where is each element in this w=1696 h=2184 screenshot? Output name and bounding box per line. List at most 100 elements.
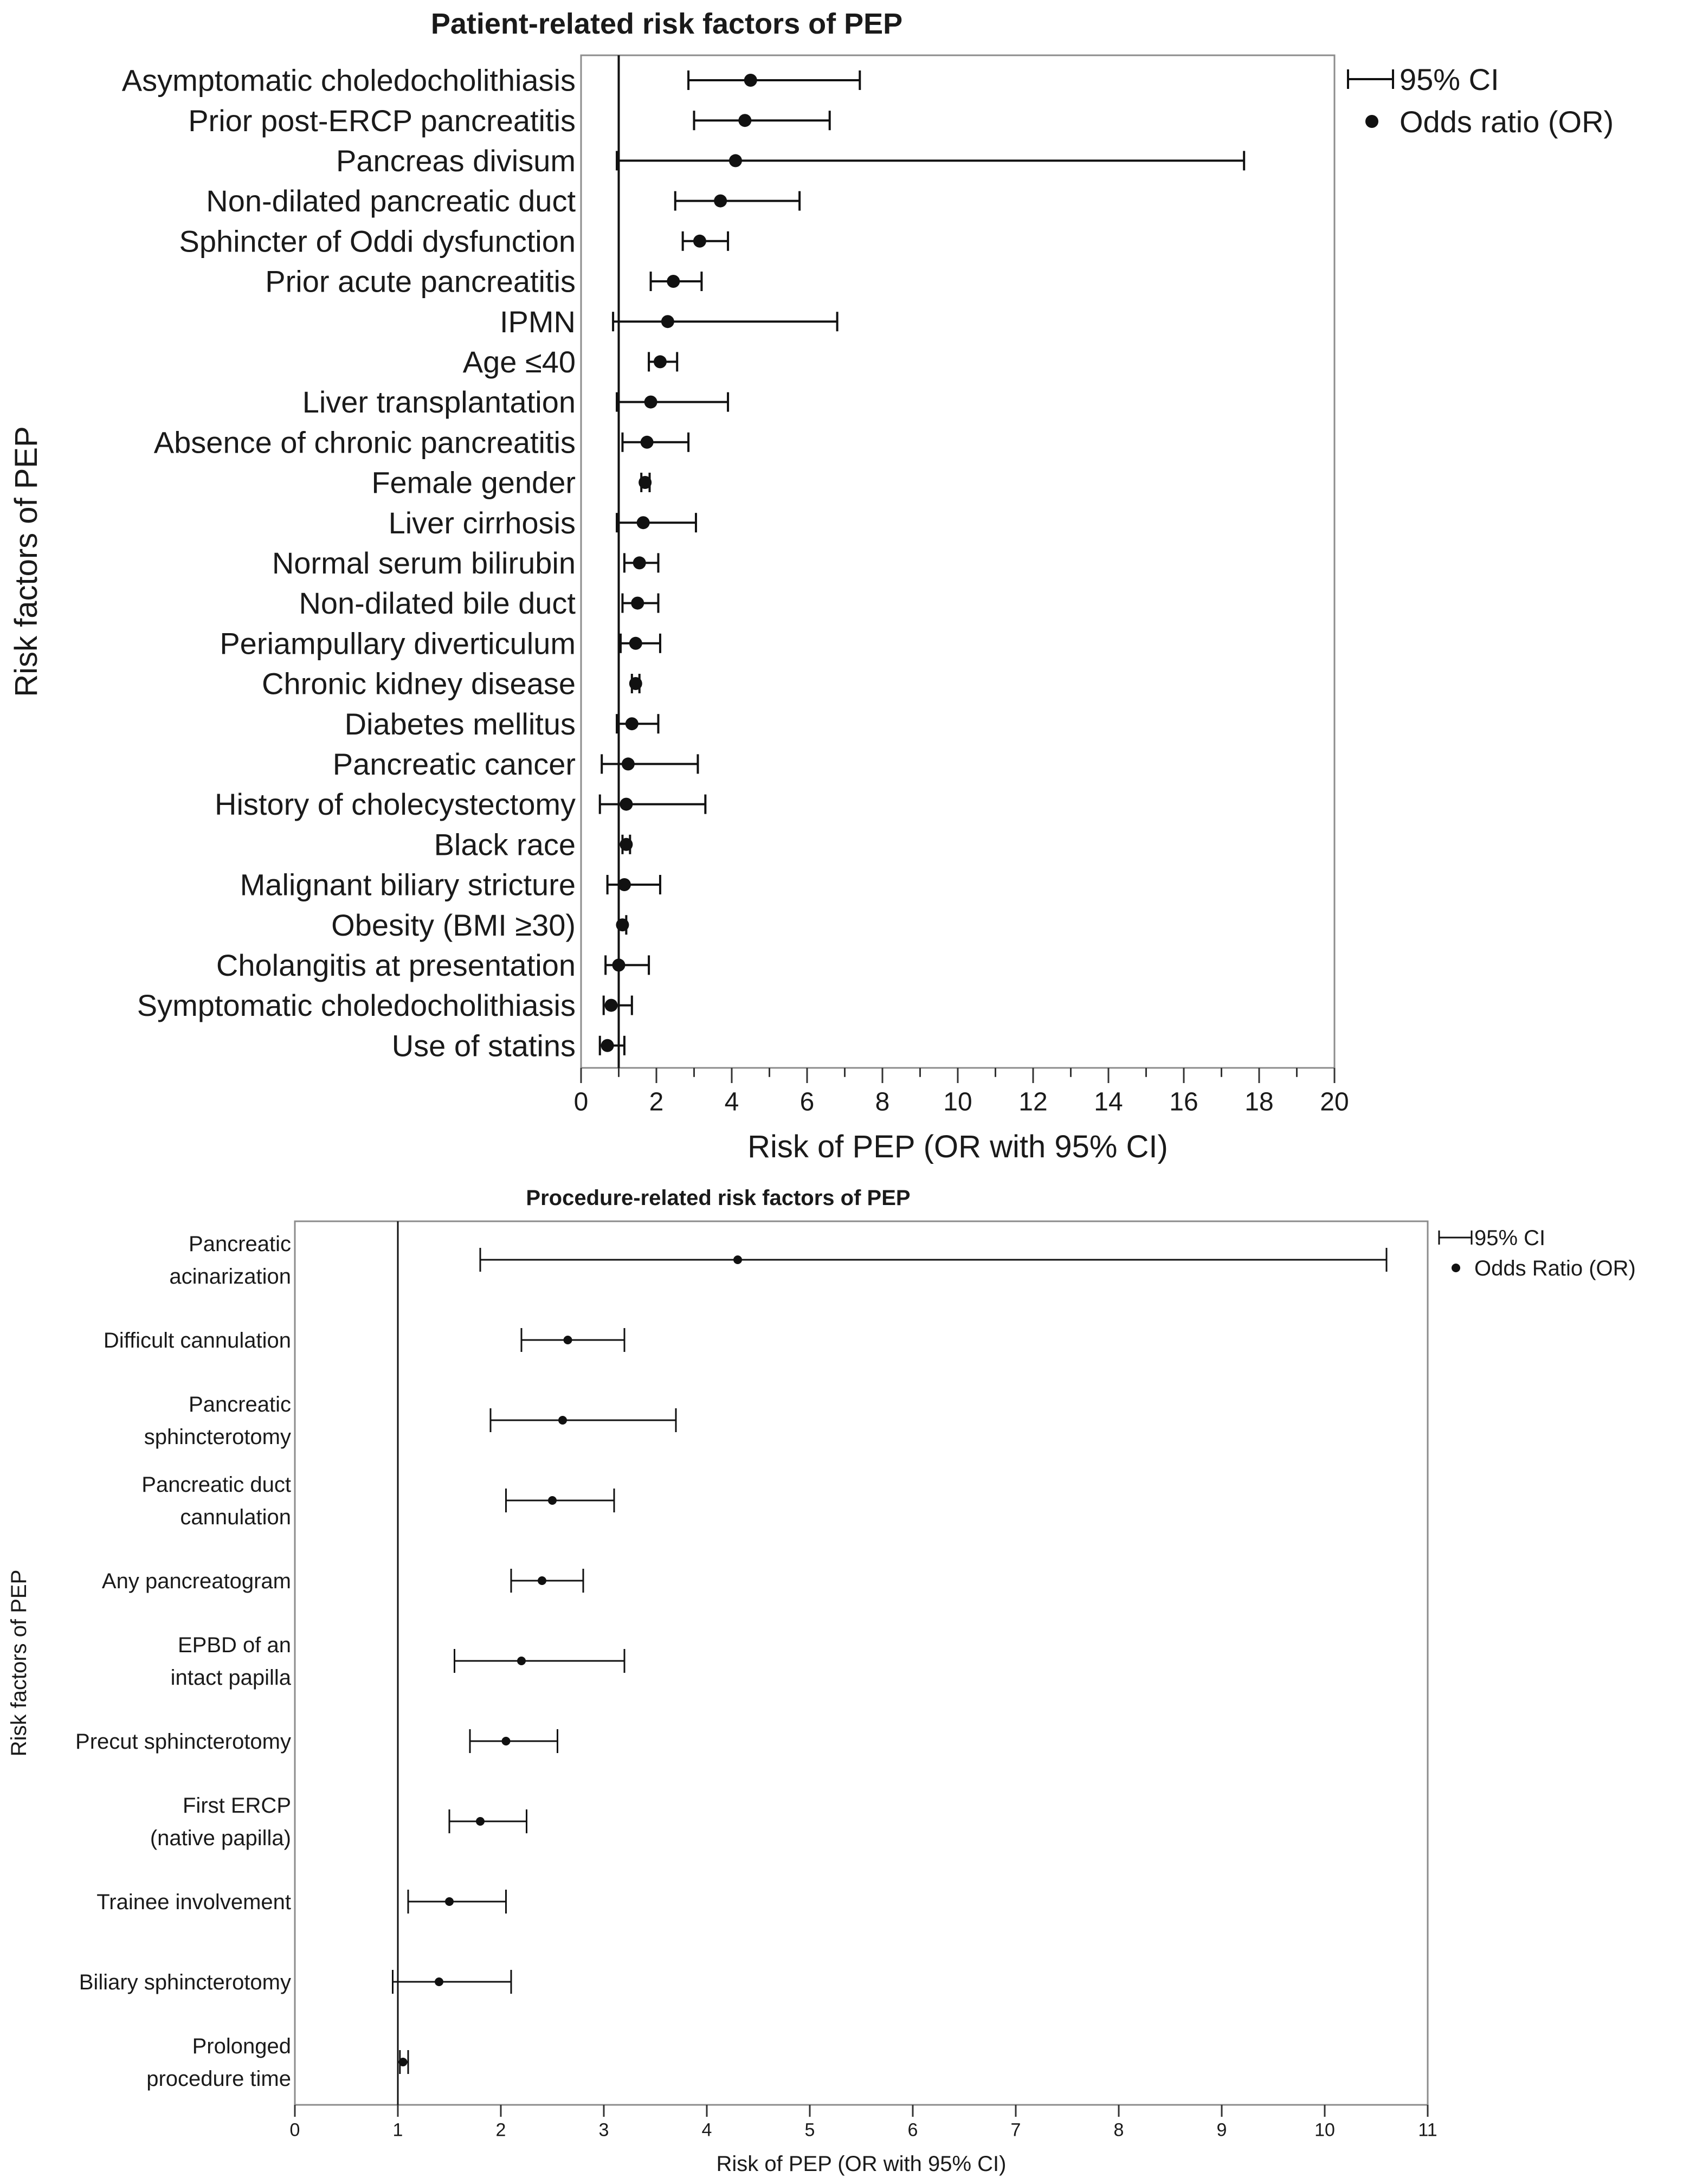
odds-ratio-point	[517, 1657, 526, 1665]
x-tick-label: 20	[1320, 1087, 1349, 1116]
x-tick-label: 8	[1114, 2120, 1124, 2141]
forest-row: Asymptomatic choledocholithiasis	[122, 63, 861, 98]
forest-row: First ERCP (native papilla)	[150, 1794, 527, 1850]
chart2-x-axis: 0 1 2 3 4 5 6 7 8 9 10 11	[290, 2105, 1437, 2141]
forest-row: Chronic kidney disease	[262, 667, 642, 701]
odds-ratio-point	[501, 1737, 511, 1745]
forest-row: Pancreas divisum	[336, 144, 1246, 178]
row-label: Periampullary diverticulum	[220, 626, 576, 660]
forest-row: Absence of chronic pancreatitis	[154, 425, 690, 459]
odds-ratio-point	[744, 74, 757, 87]
odds-ratio-point	[625, 717, 639, 731]
forest-row: Trainee involvement	[96, 1890, 507, 1914]
odds-ratio-point	[633, 556, 646, 570]
row-label: Cholangitis at presentation	[216, 948, 576, 982]
row-label: Pancreas divisum	[336, 144, 576, 178]
forest-row: Age ≤40	[463, 345, 679, 379]
forest-row: History of cholecystectomy	[215, 787, 707, 821]
odds-ratio-point	[667, 275, 680, 288]
row-label: Absence of chronic pancreatitis	[154, 425, 576, 459]
odds-ratio-point	[733, 1255, 742, 1264]
row-label: Sphincter of Oddi dysfunction	[179, 224, 576, 258]
odds-ratio-point	[644, 395, 657, 409]
odds-ratio-point	[476, 1817, 485, 1826]
forest-row: Cholangitis at presentation	[216, 948, 650, 982]
chart1-y-axis-label: Risk factors of PEP	[9, 426, 44, 697]
row-label: History of cholecystectomy	[215, 787, 576, 821]
forest-row: Symptomatic choledocholithiasis	[137, 988, 633, 1022]
x-tick-label: 18	[1244, 1087, 1273, 1116]
x-tick-label: 11	[1418, 2120, 1437, 2141]
chart1-rows: Asymptomatic choledocholithiasis Prior po…	[122, 55, 1246, 1068]
odds-ratio-point	[653, 355, 667, 369]
x-tick-label: 6	[800, 1087, 815, 1116]
row-label: Non-dilated pancreatic duct	[206, 184, 576, 218]
row-label: Pancreatic	[189, 1232, 291, 1256]
forest-row: Pancreatic sphincterotomy	[144, 1393, 677, 1449]
forest-row: Obesity (BMI ≥30)	[331, 908, 629, 942]
x-tick-label: 5	[805, 2120, 815, 2141]
odds-ratio-point	[435, 1977, 443, 1986]
x-tick-label: 0	[574, 1087, 589, 1116]
x-tick-label: 3	[599, 2120, 609, 2141]
row-label: Black race	[434, 827, 576, 861]
chart1-legend-ci-label: 95% CI	[1400, 62, 1499, 96]
chart2-x-axis-label: Risk of PEP (OR with 95% CI)	[717, 2152, 1007, 2176]
odds-ratio-point	[629, 677, 642, 690]
chart2-rows: Pancreatic acinarization Difficult cannula…	[75, 1221, 1388, 2105]
odds-ratio-point	[620, 837, 633, 851]
odds-ratio-point	[631, 596, 644, 610]
chart2-legend-ci-symbol	[1438, 1230, 1473, 1245]
forest-row: Prior post-ERCP pancreatitis	[188, 104, 831, 138]
odds-ratio-point	[728, 154, 742, 167]
forest-row: IPMN	[500, 305, 839, 339]
row-label: Obesity (BMI ≥30)	[331, 908, 576, 942]
forest-row: Liver cirrhosis	[389, 506, 697, 540]
forest-row: Diabetes mellitus	[345, 707, 660, 741]
forest-row: Non-dilated pancreatic duct	[206, 184, 801, 218]
forest-row: Black race	[434, 827, 633, 861]
row-label: EPBD of an	[178, 1633, 291, 1657]
odds-ratio-point	[604, 998, 618, 1012]
row-label: Liver cirrhosis	[389, 506, 576, 540]
x-tick-label: 4	[702, 2120, 712, 2141]
odds-ratio-point	[629, 636, 642, 650]
row-label: Use of statins	[392, 1028, 576, 1062]
row-label: Trainee involvement	[96, 1890, 291, 1914]
odds-ratio-point	[621, 757, 635, 771]
forest-row: Malignant biliary stricture	[240, 868, 661, 902]
odds-ratio-point	[620, 797, 633, 811]
row-label: IPMN	[500, 305, 576, 339]
forest-row: Normal serum bilirubin	[272, 546, 660, 580]
odds-ratio-point	[636, 516, 650, 530]
chart2-legend-ci-label: 95% CI	[1474, 1226, 1545, 1250]
odds-ratio-point	[612, 958, 625, 972]
x-tick-label: 2	[496, 2120, 506, 2141]
chart2-legend-point-label: Odds Ratio (OR)	[1474, 1257, 1636, 1280]
odds-ratio-point	[714, 194, 727, 208]
x-tick-label: 10	[943, 1087, 972, 1116]
x-tick-label: 4	[725, 1087, 739, 1116]
row-label: First ERCP	[183, 1794, 291, 1818]
odds-ratio-point	[398, 2058, 408, 2066]
chart2-y-axis-label: Risk factors of PEP	[7, 1570, 31, 1757]
forest-row: EPBD of an intact papilla	[171, 1633, 625, 1690]
x-tick-label: 14	[1094, 1087, 1123, 1116]
row-label: Pancreatic cancer	[333, 747, 576, 781]
chart1-legend-point-symbol	[1365, 115, 1378, 128]
x-tick-label: 2	[649, 1087, 664, 1116]
row-label: Female gender	[371, 466, 576, 500]
procedure-risk-chart: Procedure-related risk factors of PEP Pa…	[7, 1186, 1636, 2176]
row-label: Diabetes mellitus	[345, 707, 576, 741]
odds-ratio-point	[538, 1576, 546, 1585]
odds-ratio-point	[693, 234, 706, 248]
chart1-x-axis-label: Risk of PEP (OR with 95% CI)	[747, 1129, 1168, 1164]
forest-row: Pancreatic acinarization	[169, 1232, 1388, 1289]
forest-row: Pancreatic duct cannulation	[141, 1473, 615, 1529]
row-label: Age ≤40	[463, 345, 576, 379]
row-label: Pancreatic duct	[141, 1473, 291, 1497]
row-label: Normal serum bilirubin	[272, 546, 576, 580]
forest-row: Liver transplantation	[302, 385, 730, 419]
forest-row: Female gender	[371, 466, 652, 500]
